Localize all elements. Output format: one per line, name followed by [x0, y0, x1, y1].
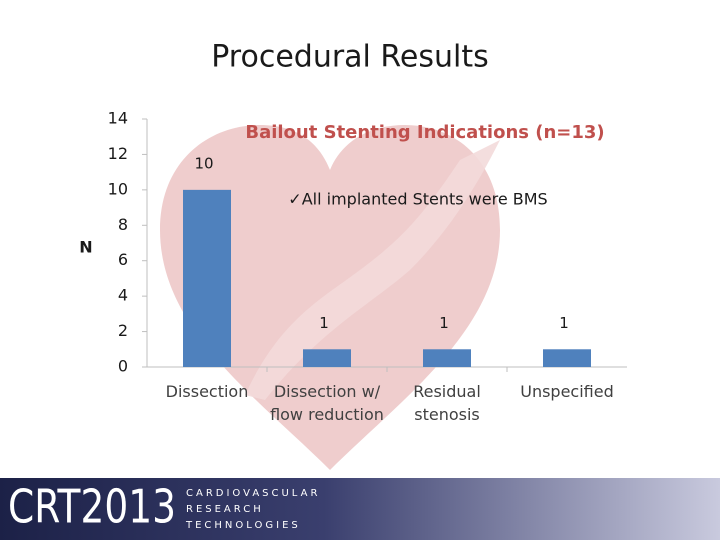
data-label: 10 — [194, 154, 213, 172]
footer-line: TECHNOLOGIES — [185, 520, 301, 531]
y-tick-label: 6 — [118, 250, 128, 269]
y-tick-label: 10 — [108, 179, 128, 198]
footer-logo: CRT2013 — [8, 480, 176, 534]
y-tick-label: 0 — [118, 357, 128, 376]
y-tick-label: 2 — [118, 321, 128, 340]
heart-stripe — [245, 140, 500, 400]
x-tick-label-box: Unspecified — [520, 382, 614, 401]
x-tick-label: Residual stenosis — [413, 382, 481, 424]
footer-line: RESEARCH — [186, 504, 264, 515]
bar — [183, 189, 231, 367]
slide-title: Procedural Results — [211, 40, 489, 75]
x-tick-label-box: Dissection w/ flow reduction — [270, 382, 384, 424]
y-tick-label: 8 — [118, 215, 128, 234]
x-tick-label-box: Residual stenosis — [413, 382, 481, 424]
y-tick-label: 4 — [118, 286, 128, 305]
x-tick-label: Unspecified — [520, 382, 614, 401]
x-tick-label: Dissection — [165, 382, 249, 401]
data-label: 1 — [559, 314, 569, 332]
data-label: 1 — [319, 314, 329, 332]
chart-title: Bailout Stenting Indications (n=13) — [245, 122, 604, 143]
bar — [423, 349, 471, 367]
y-tick-label: 12 — [108, 144, 128, 163]
annotation: ✓All implanted Stents were BMS — [288, 190, 547, 209]
y-axis-label: N — [79, 238, 92, 257]
footer-band — [0, 478, 720, 540]
bar — [543, 349, 591, 367]
bar — [303, 349, 351, 367]
x-tick-label-box: Dissection — [165, 382, 249, 401]
y-tick-label: 14 — [108, 109, 128, 128]
footer-line: CARDIOVASCULAR — [186, 488, 320, 499]
x-tick-label: Dissection w/ flow reduction — [270, 382, 384, 424]
data-label: 1 — [439, 314, 449, 332]
